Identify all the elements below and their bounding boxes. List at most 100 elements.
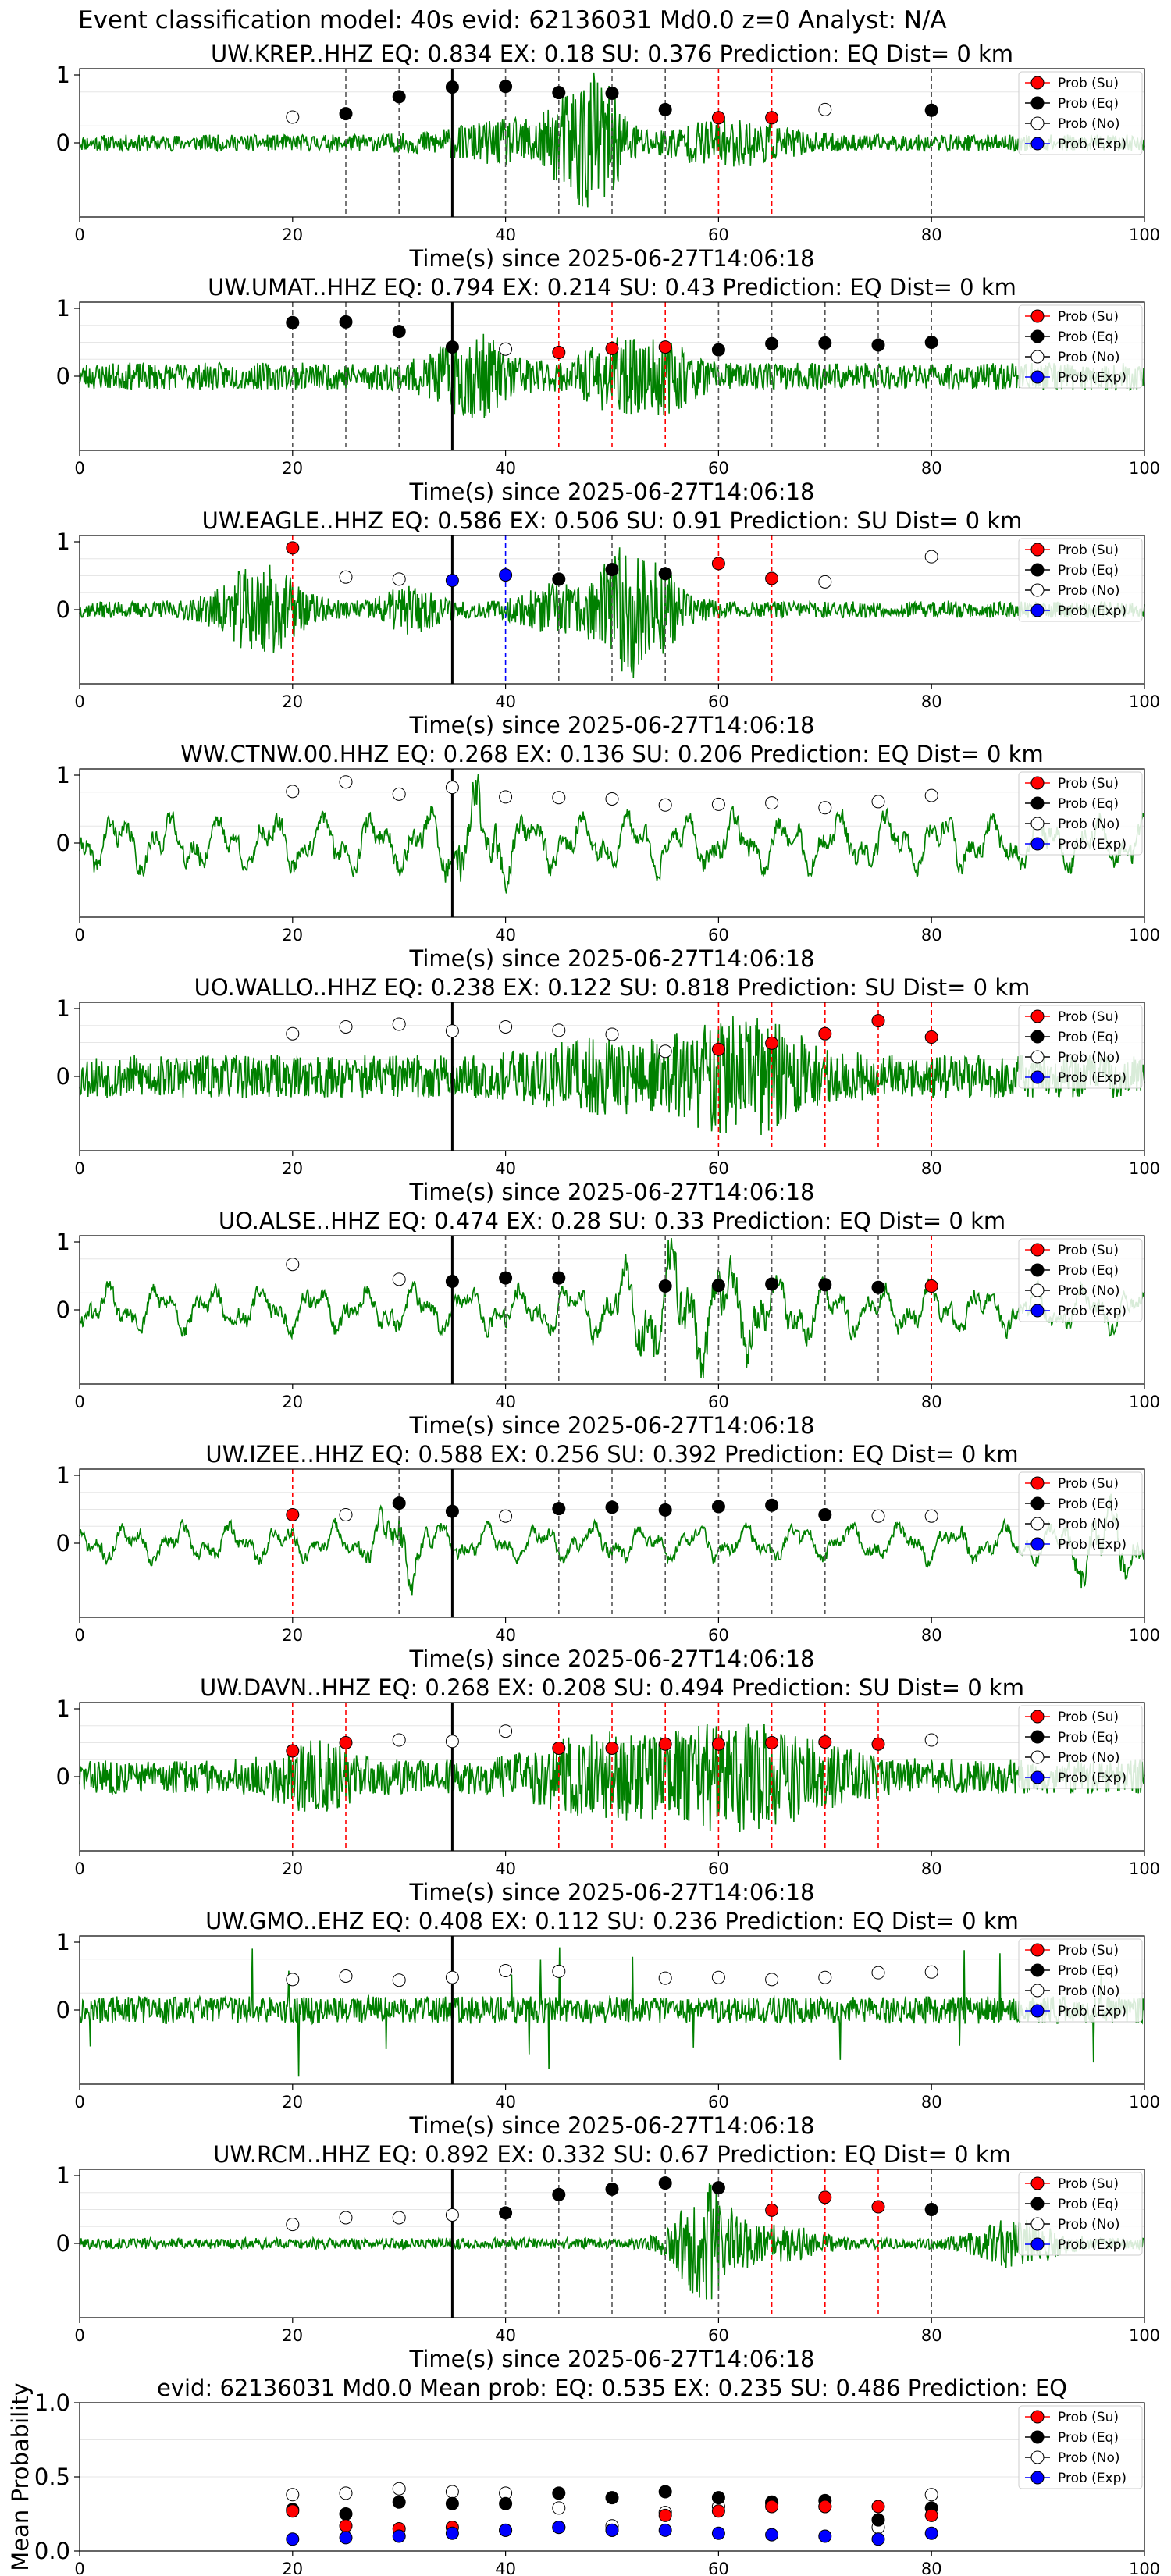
x-tick-label: 40 — [495, 1859, 516, 1878]
prob-point-su — [871, 1014, 885, 1028]
mean-prob-point-su — [871, 2500, 885, 2514]
legend-box — [1018, 2405, 1143, 2489]
legend-label-su: Prob (Su) — [1058, 1476, 1119, 1492]
prob-point-no — [658, 798, 672, 812]
prob-point-su — [286, 541, 300, 555]
legend-label-exp: Prob (Exp) — [1058, 1304, 1127, 1319]
chart-panel-2: UW.UMAT..HHZ EQ: 0.794 EX: 0.214 SU: 0.4… — [56, 274, 1161, 505]
x-tick-label: 20 — [282, 692, 303, 711]
mean-prob-point-su — [286, 2504, 300, 2518]
prob-point-eq — [711, 1279, 725, 1293]
legend-marker-su — [1030, 1243, 1045, 1257]
y-tick-label: 1 — [56, 295, 70, 322]
x-tick-label: 40 — [495, 226, 516, 244]
prob-point-eq — [552, 572, 566, 586]
mean-prob-point-su — [711, 2504, 725, 2518]
legend-marker-no — [1030, 116, 1045, 130]
legend-marker-exp — [1030, 2004, 1045, 2018]
x-tick-label: 40 — [495, 459, 516, 478]
prob-point-eq — [392, 1496, 406, 1510]
legend-box — [1018, 71, 1143, 155]
mean-prob-point-exp — [871, 2532, 885, 2546]
legend-box — [1018, 1238, 1143, 1322]
y-tick-label: 0 — [56, 596, 70, 623]
legend-label-su: Prob (Su) — [1058, 76, 1119, 91]
x-tick-label: 20 — [282, 459, 303, 478]
prob-point-su — [818, 2190, 832, 2204]
mean-prob-point-eq — [605, 2491, 619, 2505]
legend-box — [1018, 1005, 1143, 1089]
chart-panel-5: UO.WALLO..HHZ EQ: 0.238 EX: 0.122 SU: 0.… — [56, 974, 1161, 1205]
prob-point-no — [392, 787, 406, 801]
x-tick-label: 100 — [1129, 2560, 1160, 2576]
legend-marker-no — [1030, 583, 1045, 597]
legend-marker-su — [1030, 76, 1045, 90]
prob-point-eq — [818, 1507, 832, 1521]
prob-point-no — [339, 1019, 353, 1034]
prob-point-no — [711, 1970, 725, 1984]
prob-point-no — [605, 792, 619, 806]
chart-title: UW.KREP..HHZ EQ: 0.834 EX: 0.18 SU: 0.37… — [211, 41, 1013, 67]
waveform-trace — [79, 1723, 1145, 1833]
prob-point-no — [445, 1735, 459, 1749]
prob-point-no — [818, 102, 832, 116]
legend-marker-eq — [1030, 2430, 1045, 2444]
mean-prob-point-no — [924, 2488, 938, 2502]
prob-point-no — [499, 1509, 513, 1523]
prob-point-eq — [445, 1274, 459, 1288]
legend-marker-eq — [1030, 2197, 1045, 2211]
legend-label-exp: Prob (Exp) — [1058, 1770, 1127, 1786]
legend-label-eq: Prob (Eq) — [1058, 2197, 1119, 2212]
legend-marker-no — [1030, 1050, 1045, 1064]
legend-marker-exp — [1030, 137, 1045, 151]
y-tick-label: 1 — [56, 1229, 70, 1255]
x-tick-label: 60 — [708, 2093, 729, 2112]
prob-point-eq — [818, 336, 832, 350]
legend-label-no: Prob (No) — [1058, 350, 1120, 365]
mean-prob-point-exp — [392, 2529, 406, 2543]
chart-title: evid: 62136031 Md0.0 Mean prob: EQ: 0.53… — [157, 2375, 1067, 2401]
legend-label-exp: Prob (Exp) — [1058, 370, 1127, 386]
x-tick-label: 80 — [921, 2326, 942, 2345]
x-tick-label: 40 — [495, 2093, 516, 2112]
legend-label-eq: Prob (Eq) — [1058, 796, 1119, 812]
legend-label-eq: Prob (Eq) — [1058, 1730, 1119, 1745]
mean-prob-point-exp — [658, 2523, 672, 2537]
legend-marker-exp — [1030, 837, 1045, 851]
x-axis-label: Time(s) since 2025-06-27T14:06:18 — [409, 479, 815, 505]
legend-marker-exp — [1030, 2471, 1045, 2485]
legend-label-eq: Prob (Eq) — [1058, 96, 1119, 112]
x-tick-label: 0 — [74, 1859, 84, 1878]
prob-point-eq — [339, 315, 353, 329]
legend-marker-su — [1030, 1476, 1045, 1490]
prob-point-no — [339, 1507, 353, 1521]
prob-point-su — [711, 557, 725, 571]
legend-marker-su — [1030, 309, 1045, 323]
legend-marker-exp — [1030, 1070, 1045, 1084]
prob-point-eq — [658, 567, 672, 581]
x-axis-label: Time(s) since 2025-06-27T14:06:18 — [409, 2346, 815, 2372]
prob-point-su — [286, 1744, 300, 1758]
prob-point-su — [605, 341, 619, 355]
mean-prob-point-exp — [445, 2526, 459, 2540]
mean-prob-point-exp — [605, 2523, 619, 2537]
y-tick-label: 0 — [56, 1297, 70, 1323]
x-tick-label: 0 — [74, 1159, 84, 1178]
x-tick-label: 0 — [74, 1393, 84, 1411]
legend-marker-eq — [1030, 1030, 1045, 1044]
legend-label-no: Prob (No) — [1058, 817, 1120, 832]
legend-marker-su — [1030, 2410, 1045, 2424]
chart-panel-7: UW.IZEE..HHZ EQ: 0.588 EX: 0.256 SU: 0.3… — [56, 1441, 1161, 1672]
x-tick-label: 40 — [495, 692, 516, 711]
legend-label-su: Prob (Su) — [1058, 776, 1119, 792]
y-tick-label: 1 — [56, 1462, 70, 1489]
chart-title: UW.UMAT..HHZ EQ: 0.794 EX: 0.214 SU: 0.4… — [208, 274, 1016, 301]
prob-point-no — [818, 801, 832, 815]
x-tick-label: 80 — [921, 692, 942, 711]
x-tick-label: 100 — [1129, 2093, 1160, 2112]
x-tick-label: 100 — [1129, 692, 1160, 711]
prob-point-no — [286, 785, 300, 799]
legend-box — [1018, 2172, 1143, 2256]
legend-marker-eq — [1030, 96, 1045, 110]
